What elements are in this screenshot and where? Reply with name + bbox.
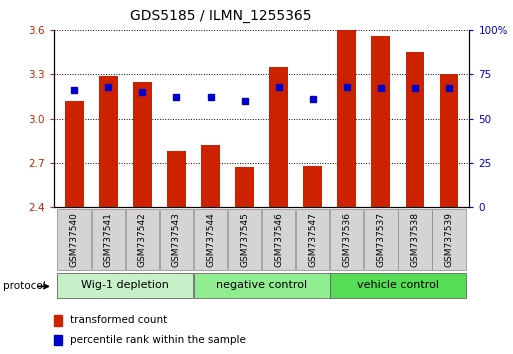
Text: GSM737540: GSM737540 xyxy=(70,212,79,267)
Bar xyxy=(201,145,220,207)
Bar xyxy=(133,82,152,207)
Bar xyxy=(371,36,390,207)
Bar xyxy=(91,209,125,270)
Bar xyxy=(57,273,193,298)
Text: GSM737543: GSM737543 xyxy=(172,212,181,267)
Bar xyxy=(303,166,322,207)
Bar xyxy=(65,101,84,207)
Text: GSM737542: GSM737542 xyxy=(138,212,147,267)
Text: Wig-1 depletion: Wig-1 depletion xyxy=(82,280,169,290)
Bar xyxy=(432,209,466,270)
Bar xyxy=(54,335,62,345)
Bar xyxy=(167,151,186,207)
Bar xyxy=(330,209,364,270)
Text: percentile rank within the sample: percentile rank within the sample xyxy=(70,335,246,345)
Bar xyxy=(262,209,295,270)
Text: transformed count: transformed count xyxy=(70,315,167,325)
Text: GSM737545: GSM737545 xyxy=(240,212,249,267)
Bar xyxy=(398,209,431,270)
Bar xyxy=(228,209,261,270)
Text: GSM737546: GSM737546 xyxy=(274,212,283,267)
Bar xyxy=(338,30,356,207)
Text: GSM737541: GSM737541 xyxy=(104,212,113,267)
Text: protocol: protocol xyxy=(3,281,45,291)
Bar xyxy=(364,209,398,270)
Text: GDS5185 / ILMN_1255365: GDS5185 / ILMN_1255365 xyxy=(130,9,311,23)
Bar xyxy=(296,209,329,270)
Bar xyxy=(235,167,254,207)
Bar xyxy=(126,209,159,270)
Text: GSM737544: GSM737544 xyxy=(206,212,215,267)
Bar xyxy=(330,273,466,298)
Bar xyxy=(99,76,117,207)
Text: GSM737537: GSM737537 xyxy=(377,212,385,267)
Bar xyxy=(194,209,227,270)
Text: GSM737547: GSM737547 xyxy=(308,212,317,267)
Bar xyxy=(160,209,193,270)
Text: vehicle control: vehicle control xyxy=(357,280,439,290)
Text: GSM737536: GSM737536 xyxy=(342,212,351,267)
Bar xyxy=(57,209,91,270)
Bar xyxy=(194,273,329,298)
Bar xyxy=(54,315,62,326)
Text: GSM737538: GSM737538 xyxy=(410,212,420,267)
Bar xyxy=(269,67,288,207)
Bar xyxy=(440,74,458,207)
Text: GSM737539: GSM737539 xyxy=(444,212,453,267)
Text: negative control: negative control xyxy=(216,280,307,290)
Bar xyxy=(406,52,424,207)
